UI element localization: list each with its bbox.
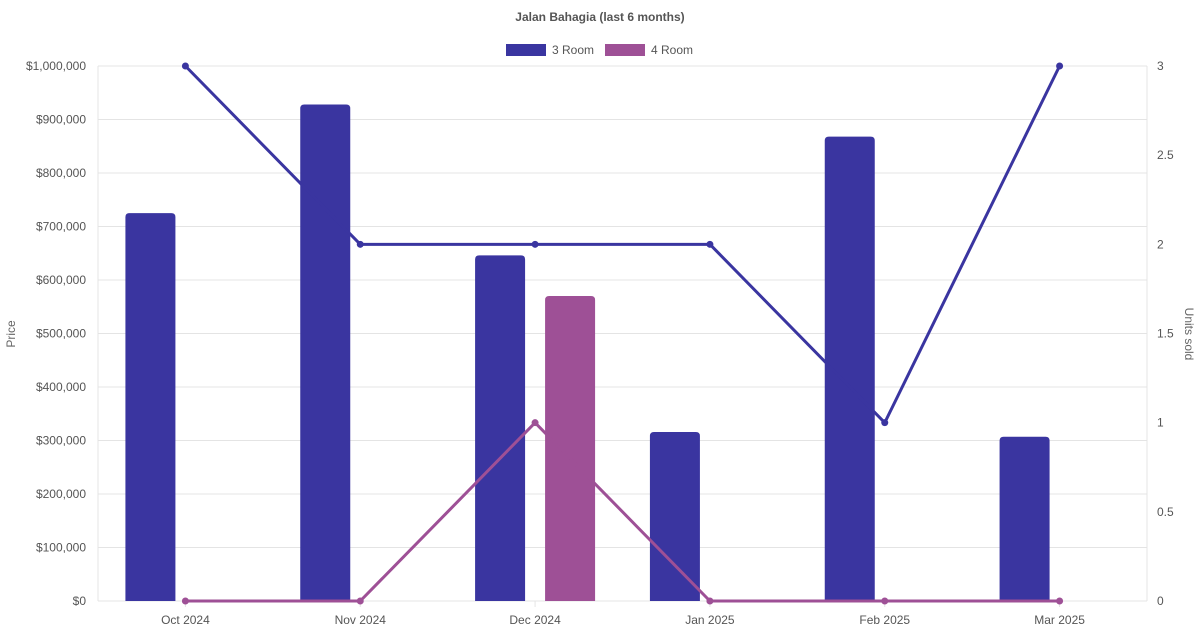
legend-swatch-4-room	[605, 44, 645, 56]
points	[181, 62, 1064, 605]
point-4-room[interactable]	[181, 597, 189, 605]
right-axis-ticks: 0 0.5 1 1.5 2 2.5 3	[1157, 59, 1174, 608]
left-tick-label: $900,000	[36, 113, 86, 127]
right-tick-label: 2.5	[1157, 148, 1174, 162]
bar-3-room[interactable]	[649, 431, 700, 601]
point-3-room[interactable]	[1056, 62, 1064, 70]
point-3-room[interactable]	[531, 240, 539, 248]
point-4-room[interactable]	[1056, 597, 1064, 605]
right-tick-label: 3	[1157, 59, 1164, 73]
left-tick-label: $400,000	[36, 380, 86, 394]
right-tick-label: 0	[1157, 594, 1164, 608]
x-tick-label: Nov 2024	[335, 613, 387, 627]
legend-item-4-room[interactable]: 4 Room	[605, 43, 693, 57]
left-tick-label: $100,000	[36, 541, 86, 555]
point-4-room[interactable]	[356, 597, 364, 605]
legend: 3 Room 4 Room	[506, 43, 693, 57]
point-3-room[interactable]	[356, 240, 364, 248]
gridlines	[97, 65, 1148, 602]
x-axis-ticks: Oct 2024 Nov 2024 Dec 2024 Jan 2025 Feb 2025…	[161, 601, 1085, 627]
bars	[125, 104, 1050, 602]
right-axis-title: Units sold	[1182, 308, 1196, 361]
legend-label-4-room: 4 Room	[651, 43, 693, 57]
x-tick-label: Mar 2025	[1034, 613, 1085, 627]
left-tick-label: $300,000	[36, 434, 86, 448]
point-3-room[interactable]	[706, 240, 714, 248]
point-3-room[interactable]	[881, 419, 889, 427]
bar-3-room[interactable]	[999, 436, 1050, 601]
legend-item-3-room[interactable]: 3 Room	[506, 43, 594, 57]
left-axis-title: Price	[4, 320, 18, 348]
x-tick-label: Oct 2024	[161, 613, 210, 627]
right-tick-label: 0.5	[1157, 505, 1174, 519]
x-tick-label: Feb 2025	[859, 613, 910, 627]
left-tick-label: $700,000	[36, 220, 86, 234]
right-tick-label: 1.5	[1157, 327, 1174, 341]
right-tick-label: 2	[1157, 237, 1164, 251]
left-tick-label: $500,000	[36, 327, 86, 341]
legend-label-3-room: 3 Room	[552, 43, 594, 57]
left-tick-label: $600,000	[36, 273, 86, 287]
point-4-room[interactable]	[531, 419, 539, 427]
bar-4-room[interactable]	[545, 296, 596, 601]
bar-3-room[interactable]	[824, 136, 875, 601]
bar-3-room[interactable]	[300, 104, 351, 602]
bar-3-room[interactable]	[125, 213, 176, 601]
left-tick-label: $0	[73, 594, 87, 608]
x-tick-label: Dec 2024	[509, 613, 561, 627]
point-4-room[interactable]	[706, 597, 714, 605]
legend-swatch-3-room	[506, 44, 546, 56]
chart-title: Jalan Bahagia (last 6 months)	[515, 10, 684, 24]
x-tick-label: Jan 2025	[685, 613, 735, 627]
left-tick-label: $800,000	[36, 166, 86, 180]
left-tick-label: $1,000,000	[26, 59, 86, 73]
right-tick-label: 1	[1157, 416, 1164, 430]
line-4-room	[185, 421, 1060, 603]
left-tick-label: $200,000	[36, 487, 86, 501]
point-3-room[interactable]	[181, 62, 189, 70]
bar-3-room[interactable]	[475, 255, 526, 601]
left-axis-ticks: $0 $100,000 $200,000 $300,000 $400,000 $500,0…	[26, 59, 86, 608]
line-3-room	[184, 64, 1061, 425]
lines	[184, 64, 1061, 603]
point-4-room[interactable]	[881, 597, 889, 605]
